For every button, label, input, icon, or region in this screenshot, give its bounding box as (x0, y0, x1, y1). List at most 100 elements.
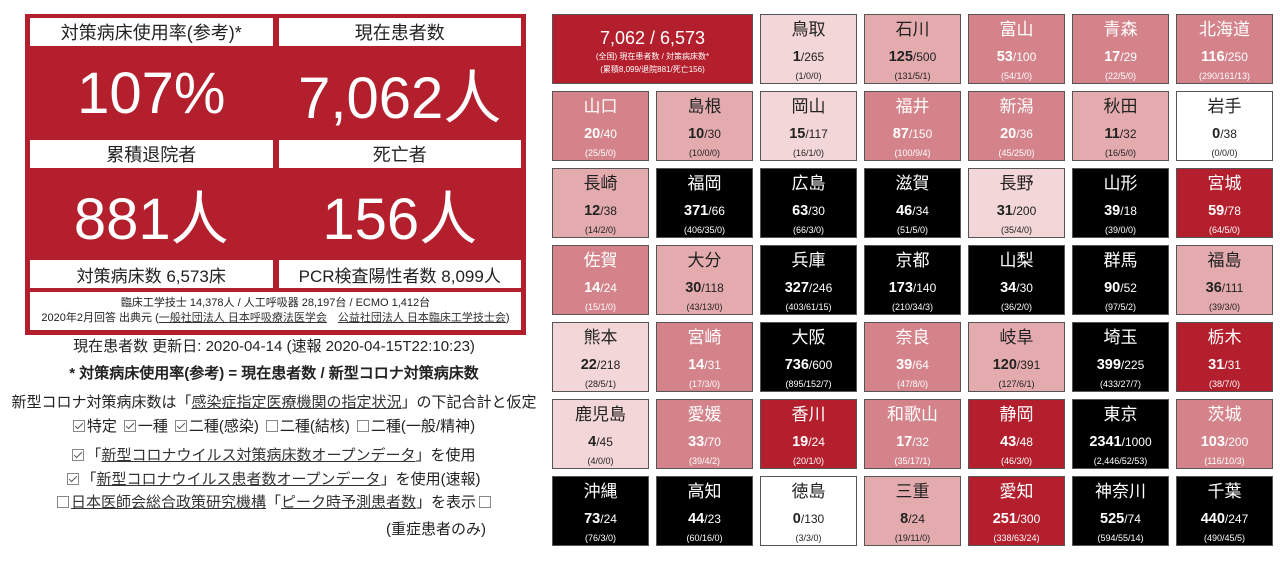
prefecture-name: 福井 (895, 97, 930, 116)
bed-type-option[interactable]: 二種(結核) (265, 418, 350, 435)
patients-per-beds: 173140 (889, 279, 937, 297)
prefecture-tile[interactable]: 千葉 440247 (490/45/5) (1176, 476, 1273, 546)
prefecture-tile[interactable]: 埼玉 399225 (433/27/7) (1072, 322, 1169, 392)
prefecture-tile[interactable]: 福井 87150 (100/9/4) (864, 91, 961, 161)
severe-only-label[interactable]: (重症患者のみ) (386, 521, 486, 538)
prefecture-tile[interactable]: 高知 4423 (60/16/0) (656, 476, 753, 546)
prefecture-tile[interactable]: 沖縄 7324 (76/3/0) (552, 476, 649, 546)
prefecture-tile[interactable]: 兵庫 327246 (403/61/15) (760, 245, 857, 315)
prefecture-tile[interactable]: 富山 53100 (54/1/0) (968, 14, 1065, 84)
prefecture-tile[interactable]: 栃木 3131 (38/7/0) (1176, 322, 1273, 392)
prefecture-tile[interactable]: 愛媛 3370 (39/4/2) (656, 399, 753, 469)
prefecture-tile[interactable]: 鹿児島 445 (4/0/0) (552, 399, 649, 469)
prefecture-tile[interactable]: 青森 1729 (22/5/0) (1072, 14, 1169, 84)
summary-row-mid-values: 881人 156人 (30, 168, 521, 260)
prefecture-tile[interactable]: 徳島 0130 (3/3/0) (760, 476, 857, 546)
bed-type-checkbox[interactable] (356, 420, 369, 432)
bed-type-checkbox[interactable] (72, 420, 85, 432)
bed-count: 48 (1016, 435, 1033, 449)
prefecture-tile[interactable]: 長崎 1238 (14/2/0) (552, 168, 649, 238)
prefecture-tile[interactable]: 大分 30118 (43/13/0) (656, 245, 753, 315)
patients-per-beds: 116250 (1201, 48, 1248, 66)
opendata-patients-checkbox[interactable] (67, 473, 80, 485)
usage-rate-label: 対策病床使用率(参考)* (30, 18, 273, 46)
bed-type-label[interactable]: 一種 (137, 418, 168, 435)
prefecture-tile[interactable]: 長野 31200 (35/4/0) (968, 168, 1065, 238)
prefecture-tile[interactable]: 三重 824 (19/11/0) (864, 476, 961, 546)
bed-type-checkbox[interactable] (123, 420, 136, 432)
bed-type-checkbox[interactable] (265, 420, 278, 432)
peak-forecast-checkbox[interactable] (56, 496, 69, 508)
prefecture-tile[interactable]: 静岡 4348 (46/3/0) (968, 399, 1065, 469)
prefecture-tile[interactable]: 東京 23411000 (2,446/52/53) (1072, 399, 1169, 469)
bed-type-option[interactable]: 特定 (72, 418, 117, 435)
prefecture-tile[interactable]: 和歌山 1732 (35/17/1) (864, 399, 961, 469)
discharged-label: 累積退院者 (30, 140, 273, 168)
prefecture-tile[interactable]: 香川 1924 (20/1/0) (760, 399, 857, 469)
designation-status-link[interactable]: 感染症指定医療機関の指定状況 (191, 394, 402, 411)
prefecture-tile[interactable]: 宮城 5978 (64/5/0) (1176, 168, 1273, 238)
peak-close-text: 」を表示 (416, 494, 477, 511)
national-tile[interactable]: 7,062 / 6,573 (全国) 現在患者数 / 対策病床数* (累積8,0… (552, 14, 753, 84)
source-link-jsrcm[interactable]: 一般社団法人 日本呼吸療法医学会 (158, 312, 327, 324)
bed-type-option[interactable]: 一種 (123, 418, 168, 435)
opendata-beds-checkbox[interactable] (72, 449, 85, 461)
prefecture-tile[interactable]: 新潟 2036 (45/25/0) (968, 91, 1065, 161)
prefecture-tile[interactable]: 岩手 038 (0/0/0) (1176, 91, 1273, 161)
prefecture-tile[interactable]: 神奈川 52574 (594/55/14) (1072, 476, 1169, 546)
prefecture-tile[interactable]: 岡山 15117 (16/1/0) (760, 91, 857, 161)
current-patients: 63 (792, 203, 809, 219)
jmari-link[interactable]: 日本医師会総合政策研究機構 (70, 494, 266, 511)
prefecture-tile[interactable]: 奈良 3964 (47/8/0) (864, 322, 961, 392)
prefecture-tile[interactable]: 石川 125500 (131/5/1) (864, 14, 961, 84)
prefecture-tile[interactable]: 島根 1030 (10/0/0) (656, 91, 753, 161)
prefecture-tile[interactable]: 茨城 103200 (116/10/3) (1176, 399, 1273, 469)
cumulative-discharged-deaths: (22/5/0) (1104, 71, 1137, 81)
prefecture-tile[interactable]: 岐阜 120391 (127/6/1) (968, 322, 1065, 392)
bed-type-option[interactable]: 二種(感染) (174, 418, 259, 435)
current-patients: 22 (580, 357, 597, 373)
prefecture-tile[interactable]: 福岡 37166 (406/35/0) (656, 168, 753, 238)
severe-only-checkbox[interactable] (479, 496, 492, 508)
prefecture-tile[interactable]: 山形 3918 (39/0/0) (1072, 168, 1169, 238)
source-link-jacet[interactable]: 公益社団法人 日本臨床工学技士会 (337, 312, 506, 324)
bed-type-option[interactable]: 二種(一般/精神) (356, 418, 476, 435)
prefecture-name: 山形 (1103, 174, 1138, 193)
bed-type-label[interactable]: 二種(感染) (188, 418, 259, 435)
opendata-beds-link[interactable]: 新型コロナウイルス対策病床数オープンデータ (101, 447, 416, 464)
prefecture-tile[interactable]: 秋田 1132 (16/5/0) (1072, 91, 1169, 161)
prefecture-tile[interactable]: 山口 2040 (25/5/0) (552, 91, 649, 161)
patients-per-beds: 9052 (1104, 279, 1137, 297)
prefecture-tile[interactable]: 山梨 3430 (36/2/0) (968, 245, 1065, 315)
prefecture-tile[interactable]: 北海道 116250 (290/161/13) (1176, 14, 1273, 84)
bed-type-label[interactable]: 二種(一般/精神) (370, 418, 476, 435)
patients-per-beds: 2036 (1000, 125, 1033, 143)
bed-type-checkbox[interactable] (174, 420, 187, 432)
bed-type-label[interactable]: 特定 (86, 418, 117, 435)
peak-forecast-link[interactable]: ピーク時予測患者数 (281, 494, 417, 511)
current-patients: 120 (992, 357, 1017, 373)
current-patients: 525 (1100, 511, 1125, 527)
prefecture-tile[interactable]: 群馬 9052 (97/5/2) (1072, 245, 1169, 315)
source-separator (327, 312, 338, 324)
prefecture-tile[interactable]: 大阪 736600 (895/152/7) (760, 322, 857, 392)
prefecture-name: 宮崎 (687, 328, 722, 347)
prefecture-tile[interactable]: 鳥取 1265 (1/0/0) (760, 14, 857, 84)
prefecture-tile[interactable]: 佐賀 1424 (15/1/0) (552, 245, 649, 315)
current-patients: 73 (584, 511, 601, 527)
current-patients: 736 (784, 357, 809, 373)
prefecture-name: 滋賀 (895, 174, 930, 193)
prefecture-tile[interactable]: 京都 173140 (210/34/3) (864, 245, 961, 315)
prefecture-tile[interactable]: 滋賀 4634 (51/5/0) (864, 168, 961, 238)
prefecture-tile[interactable]: 福島 36111 (39/3/0) (1176, 245, 1273, 315)
prefecture-tile[interactable]: 広島 6330 (66/3/0) (760, 168, 857, 238)
bed-count: 18 (1120, 204, 1137, 218)
prefecture-tile[interactable]: 宮崎 1431 (17/3/0) (656, 322, 753, 392)
bed-type-label[interactable]: 二種(結核) (279, 418, 350, 435)
prefecture-tile[interactable]: 愛知 251300 (338/63/24) (968, 476, 1065, 546)
prefecture-name: 茨城 (1207, 405, 1242, 424)
opendata-patients-link[interactable]: 新型コロナウイルス患者数オープンデータ (96, 471, 381, 488)
bed-count: 600 (809, 358, 832, 372)
patients-per-beds: 440247 (1201, 510, 1249, 528)
prefecture-tile[interactable]: 熊本 22218 (28/5/1) (552, 322, 649, 392)
